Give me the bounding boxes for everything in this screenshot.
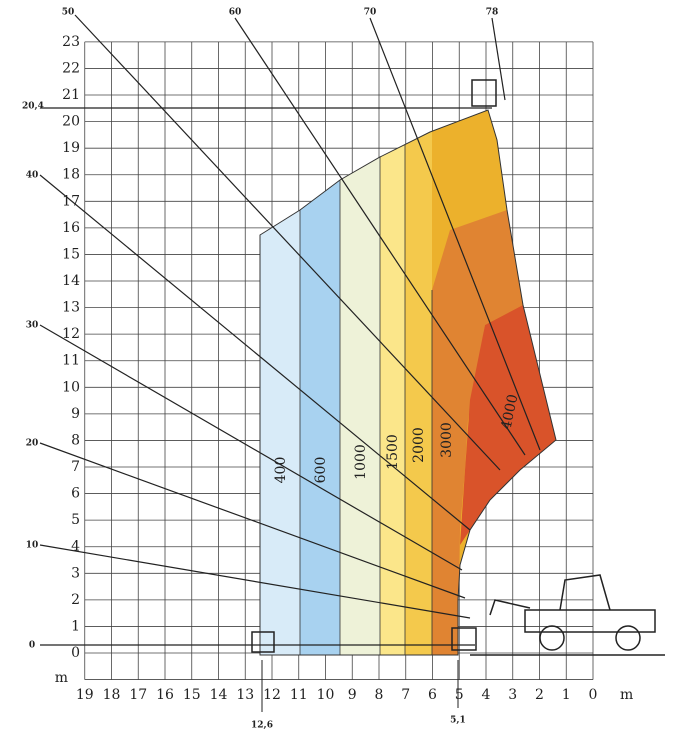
y-tick-label: 6	[71, 486, 80, 502]
x-tick-label: 11	[290, 687, 308, 703]
x-tick-label: 6	[428, 687, 437, 703]
y-tick-label: 8	[71, 432, 80, 448]
x-tick-label: 0	[589, 687, 598, 703]
telehandler	[251, 79, 665, 656]
y-tick-label: 23	[62, 34, 80, 50]
x-tick-label: 4	[482, 687, 491, 703]
x-tick-label: 8	[375, 687, 384, 703]
x-tick-label: 2	[535, 687, 544, 703]
min-reach: 5,1	[450, 716, 466, 726]
x-tick-label: 14	[210, 687, 228, 703]
boom-angle: 78	[486, 8, 499, 18]
boom-angle: 30	[26, 321, 39, 331]
zone-label: 1000	[353, 444, 369, 480]
x-tick-label: 13	[236, 687, 254, 703]
x-tick-label: 19	[76, 687, 94, 703]
y-tick-label: 1	[71, 618, 80, 634]
y-tick-label: 19	[62, 140, 80, 156]
zone	[340, 110, 380, 655]
y-tick-label: 11	[62, 353, 80, 369]
y-tick-label: 18	[62, 167, 80, 183]
zone-label: 600	[313, 457, 329, 484]
zone-label: 1500	[385, 434, 401, 470]
y-tick-label: 4	[71, 539, 80, 555]
y-tick-label: 13	[62, 300, 80, 316]
boom-angle: 0	[29, 641, 35, 651]
boom-angle: 10	[26, 541, 39, 551]
x-tick-label: 12	[263, 687, 281, 703]
max-height: 20,4	[22, 102, 44, 112]
boom-lines	[39, 14, 541, 646]
x-tick-label: 7	[401, 687, 410, 703]
zone	[432, 210, 523, 655]
boom-angle: 70	[364, 8, 377, 18]
x-tick-label: 9	[348, 687, 357, 703]
x-tick-label: 1	[562, 687, 571, 703]
x-tick-label: 17	[129, 687, 147, 703]
x-tick-label: 10	[317, 687, 335, 703]
y-tick-label: 0	[71, 645, 80, 661]
envelope	[259, 109, 557, 656]
x-tick-label: 3	[508, 687, 517, 703]
y-tick-label: 22	[62, 60, 80, 76]
y-tick-label: 5	[71, 512, 80, 528]
y-tick-label: 10	[62, 379, 80, 395]
zone	[380, 110, 405, 655]
zone	[405, 110, 432, 655]
y-unit: m	[55, 670, 68, 686]
y-tick-label: 9	[71, 406, 80, 422]
y-tick-label: 16	[62, 220, 80, 236]
y-tick-label: 3	[71, 565, 80, 581]
load-zones	[260, 110, 556, 655]
y-tick-label: 2	[71, 592, 80, 608]
max-reach: 12,6	[251, 721, 273, 731]
zone-label: 3000	[439, 422, 455, 458]
x-unit: m	[620, 687, 633, 703]
y-tick-label: 14	[62, 273, 80, 289]
x-tick-label: 5	[455, 687, 464, 703]
y-tick-label: 17	[62, 193, 80, 209]
x-tick-label: 18	[103, 687, 121, 703]
zone-label: 400	[273, 457, 289, 484]
y-tick-label: 12	[62, 326, 80, 342]
boom-angle: 60	[229, 8, 242, 18]
zone-label: 2000	[411, 427, 427, 463]
y-tick-label: 20	[62, 114, 80, 130]
zone	[460, 305, 556, 545]
zone	[260, 110, 300, 655]
boom-angle: 20	[26, 439, 39, 449]
x-tick-label: 15	[183, 687, 201, 703]
y-tick-label: 21	[62, 87, 80, 103]
boom-angle: 40	[26, 171, 39, 181]
y-tick-label: 7	[71, 459, 80, 475]
boom-angle: 50	[62, 8, 75, 18]
y-tick-label: 15	[62, 246, 80, 262]
zone-label: 4000	[498, 393, 521, 431]
x-tick-label: 16	[156, 687, 174, 703]
